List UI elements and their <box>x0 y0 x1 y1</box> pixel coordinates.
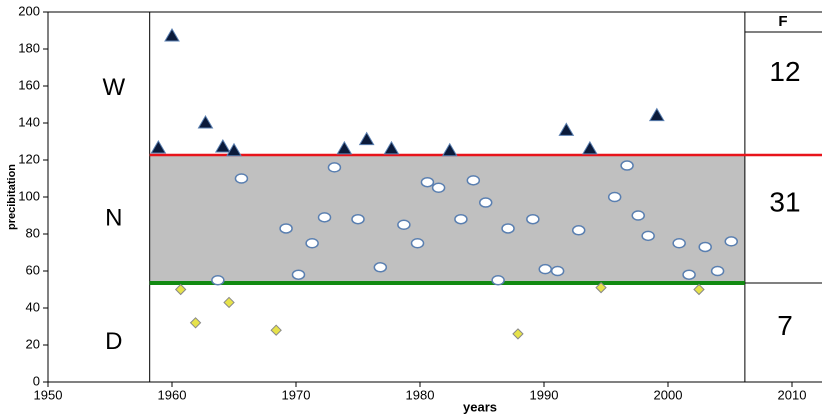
y-tick-label: 0 <box>33 373 40 388</box>
zone-count: 7 <box>777 310 793 341</box>
point <box>431 182 446 193</box>
point <box>466 175 481 186</box>
point <box>491 275 505 286</box>
point <box>454 213 468 225</box>
point <box>478 197 493 208</box>
point <box>582 140 598 155</box>
point <box>595 281 607 294</box>
point <box>397 219 411 230</box>
normal-band <box>149 155 745 284</box>
point <box>558 122 575 136</box>
y-tick-label: 200 <box>18 3 40 18</box>
zone-count: 12 <box>769 56 800 87</box>
y-tick-label: 140 <box>18 114 40 129</box>
x-tick-label: 1980 <box>406 387 435 402</box>
y-tick-label: 160 <box>18 77 40 92</box>
point <box>291 269 306 280</box>
x-tick-label: 1990 <box>530 387 559 402</box>
point <box>279 223 293 234</box>
point <box>693 283 705 296</box>
point <box>550 265 565 277</box>
point <box>164 28 180 42</box>
y-axis-label: precibitation <box>6 164 18 230</box>
point <box>234 173 249 184</box>
point <box>501 223 515 234</box>
point <box>336 140 353 155</box>
point <box>410 238 425 249</box>
point <box>672 238 686 249</box>
point <box>698 241 712 253</box>
point <box>226 142 242 157</box>
point <box>607 191 622 203</box>
point <box>351 213 365 225</box>
y-tick-label: 60 <box>26 262 40 277</box>
point <box>682 269 696 280</box>
point <box>189 317 202 329</box>
point <box>648 107 665 122</box>
point <box>197 115 214 129</box>
x-axis-label: years <box>463 399 497 414</box>
x-tick-label: 1970 <box>282 387 311 402</box>
point <box>150 139 167 154</box>
point <box>373 262 388 273</box>
x-tick-label: 1950 <box>34 387 63 402</box>
y-tick-label: 40 <box>26 299 40 314</box>
zone-label: D <box>105 328 122 355</box>
y-tick-label: 80 <box>26 225 40 240</box>
x-tick-label: 2010 <box>778 387 807 402</box>
point <box>358 131 375 146</box>
zone-label: W <box>103 74 126 101</box>
point <box>211 275 225 286</box>
zone-label: N <box>105 204 122 231</box>
point <box>317 212 332 223</box>
y-tick-label: 100 <box>18 188 40 203</box>
point <box>710 265 725 277</box>
point <box>420 176 435 188</box>
point <box>512 328 524 340</box>
point <box>383 140 400 155</box>
point <box>620 160 634 171</box>
point <box>305 238 319 249</box>
point <box>327 162 342 173</box>
zone-count: 31 <box>769 186 800 217</box>
point <box>641 230 655 242</box>
point <box>174 283 187 296</box>
point <box>270 324 282 336</box>
x-tick-label: 2000 <box>654 387 683 402</box>
y-tick-label: 120 <box>18 151 40 166</box>
point <box>538 263 552 275</box>
point <box>223 296 235 309</box>
point <box>214 139 231 153</box>
point <box>724 236 738 247</box>
point <box>571 225 586 236</box>
table-header: F <box>778 13 787 30</box>
x-tick-label: 1960 <box>158 387 187 402</box>
point <box>526 213 540 225</box>
point <box>441 142 458 157</box>
y-tick-label: 180 <box>18 40 40 55</box>
y-tick-label: 20 <box>26 336 40 351</box>
point <box>631 210 645 221</box>
